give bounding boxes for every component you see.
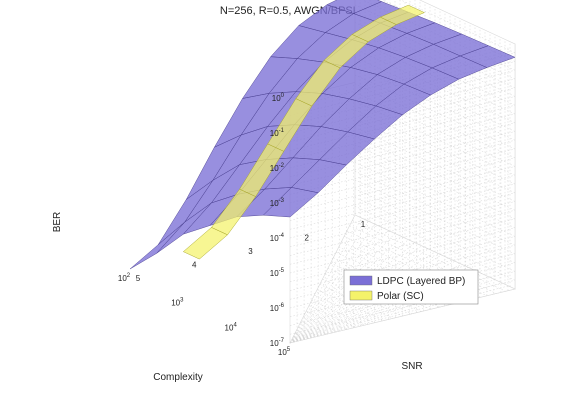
surfaces bbox=[129, 0, 516, 270]
z-tick-label: 10-1 bbox=[270, 128, 285, 138]
axis-ticks: 100 10-1 10-2 10-3 10-4 10-5 10-6 10-7 102 103 104… bbox=[118, 93, 366, 357]
x-tick-label: 3 bbox=[248, 247, 253, 256]
z-axis-label: BER bbox=[52, 212, 63, 233]
y-tick-label: 105 bbox=[278, 347, 291, 357]
surface-1 bbox=[182, 4, 425, 260]
x-tick-label: 4 bbox=[192, 261, 197, 270]
y-axis-label: Complexity bbox=[153, 372, 202, 383]
z-tick-label: 10-3 bbox=[270, 198, 285, 208]
y-tick-label: 104 bbox=[225, 322, 238, 332]
z-tick-label: 100 bbox=[272, 93, 285, 103]
legend: LDPC (Layered BP) Polar (SC) bbox=[343, 269, 479, 305]
surface-patch bbox=[129, 221, 185, 270]
y-tick-label: 102 bbox=[118, 273, 131, 283]
surface-patch bbox=[262, 187, 319, 218]
z-tick-label: 10-5 bbox=[270, 268, 285, 278]
legend-label: LDPC (Layered BP) bbox=[377, 276, 465, 287]
z-tick-label: 10-4 bbox=[270, 233, 285, 243]
x-tick-label: 2 bbox=[305, 234, 310, 243]
x-tick-label: 1 bbox=[361, 220, 366, 229]
legend-swatch bbox=[349, 290, 373, 301]
x-tick-label: 5 bbox=[136, 274, 141, 283]
legend-swatch bbox=[349, 275, 373, 286]
surface-patch bbox=[182, 227, 228, 260]
z-tick-label: 10-7 bbox=[270, 338, 285, 348]
x-axis-label: SNR bbox=[401, 361, 422, 372]
z-tick-label: 10-6 bbox=[270, 303, 285, 313]
y-tick-label: 103 bbox=[171, 298, 184, 308]
legend-label: Polar (SC) bbox=[377, 291, 424, 302]
z-tick-label: 10-2 bbox=[270, 163, 285, 173]
